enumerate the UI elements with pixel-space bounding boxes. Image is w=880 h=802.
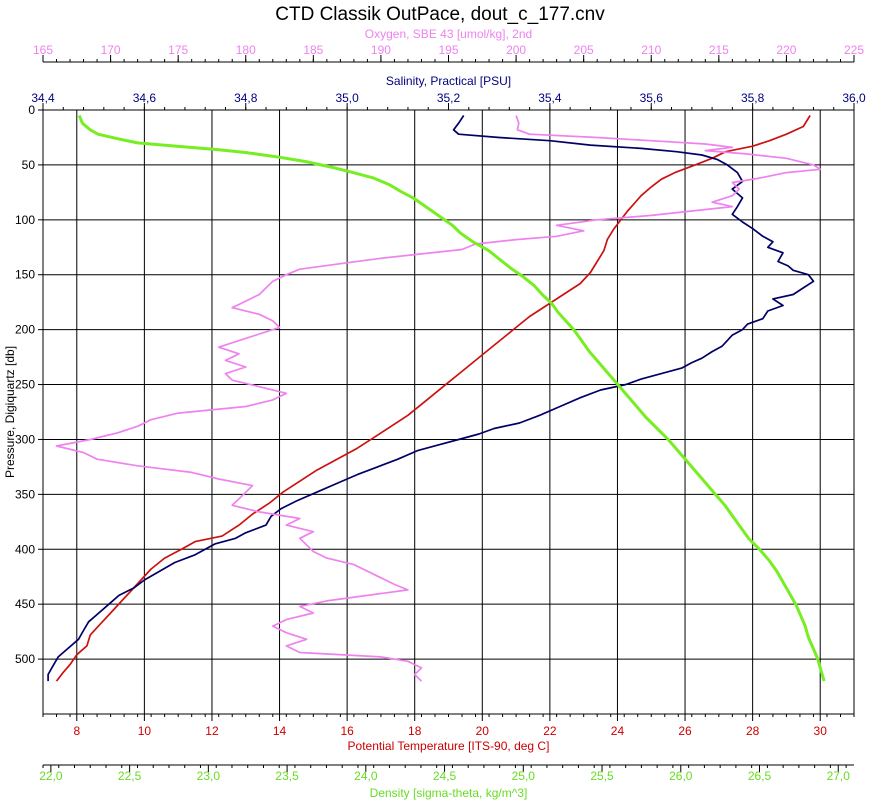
y-tick-label: 150 xyxy=(15,268,35,282)
oxygen-tick-label: 165 xyxy=(33,43,53,57)
oxygen-tick-label: 225 xyxy=(844,43,864,57)
oxygen-tick-label: 170 xyxy=(101,43,121,57)
temperature-axis-title: Potential Temperature [ITS-90, deg C] xyxy=(348,739,550,753)
salinity-tick-label: 34,4 xyxy=(31,91,55,105)
salinity-profile-line xyxy=(47,115,815,682)
temperature-tick-label: 18 xyxy=(408,724,422,738)
y-tick-label: 200 xyxy=(15,323,35,337)
y-tick-label: 250 xyxy=(15,378,35,392)
oxygen-tick-label: 195 xyxy=(438,43,458,57)
y-tick-label: 0 xyxy=(28,103,35,117)
y-tick-label: 350 xyxy=(15,487,35,501)
chart-title: CTD Classik OutPace, dout_c_177.cnv xyxy=(275,4,605,25)
temperature-tick-label: 16 xyxy=(340,724,354,738)
density-tick-label: 26,0 xyxy=(669,769,693,783)
density-tick-label: 27,0 xyxy=(827,769,851,783)
temperature-tick-label: 14 xyxy=(273,724,287,738)
salinity-axis-title: Salinity, Practical [PSU] xyxy=(386,74,511,88)
density-profile-line xyxy=(77,114,826,682)
salinity-tick-label: 35,4 xyxy=(538,91,562,105)
oxygen-tick-label: 190 xyxy=(371,43,391,57)
salinity-tick-label: 35,2 xyxy=(437,91,461,105)
oxygen-axis-title: Oxygen, SBE 43 [umol/kg], 2nd xyxy=(365,27,532,41)
temperature-tick-label: 12 xyxy=(205,724,219,738)
oxygen-tick-label: 185 xyxy=(303,43,323,57)
temperature-profile-line xyxy=(55,115,811,682)
oxygen-tick-label: 180 xyxy=(236,43,256,57)
oxygen-tick-label: 215 xyxy=(709,43,729,57)
grid xyxy=(43,109,854,714)
salinity-tick-label: 35,8 xyxy=(741,91,765,105)
density-axis-title: Density [sigma-theta, kg/m^3] xyxy=(370,786,528,800)
oxygen-profile-line xyxy=(55,115,822,682)
salinity-tick-label: 34,6 xyxy=(133,91,157,105)
y-tick-label: 500 xyxy=(15,652,35,666)
density-tick-label: 24,0 xyxy=(354,769,378,783)
density-tick-label: 24,5 xyxy=(433,769,457,783)
y-axis-title: Pressure, Digiquartz [db] xyxy=(3,346,17,478)
density-tick-label: 22,0 xyxy=(39,769,63,783)
temperature-tick-label: 22 xyxy=(543,724,557,738)
oxygen-tick-label: 200 xyxy=(506,43,526,57)
temperature-tick-label: 28 xyxy=(746,724,760,738)
series xyxy=(47,114,826,682)
density-tick-label: 22,5 xyxy=(118,769,142,783)
temperature-tick-label: 24 xyxy=(611,724,625,738)
salinity-tick-label: 36,0 xyxy=(842,91,866,105)
density-tick-label: 25,5 xyxy=(590,769,614,783)
temperature-tick-label: 20 xyxy=(476,724,490,738)
density-tick-label: 23,0 xyxy=(197,769,221,783)
density-tick-label: 23,5 xyxy=(275,769,299,783)
oxygen-tick-label: 205 xyxy=(574,43,594,57)
oxygen-tick-label: 210 xyxy=(641,43,661,57)
oxygen-tick-label: 220 xyxy=(776,43,796,57)
salinity-tick-label: 35,0 xyxy=(335,91,359,105)
y-tick-label: 50 xyxy=(22,158,36,172)
density-tick-label: 25,0 xyxy=(512,769,536,783)
y-tick-label: 100 xyxy=(15,213,35,227)
temperature-tick-label: 8 xyxy=(73,724,80,738)
temperature-tick-label: 30 xyxy=(814,724,828,738)
salinity-tick-label: 34,8 xyxy=(234,91,258,105)
oxygen-tick-label: 175 xyxy=(168,43,188,57)
axes: 0 50 100 150 200 250 300 350 400 450 500 Pressure, … xyxy=(3,27,866,800)
density-tick-label: 26,5 xyxy=(748,769,772,783)
plot-frame xyxy=(42,109,855,715)
salinity-tick-label: 35,6 xyxy=(640,91,664,105)
y-tick-label: 300 xyxy=(15,432,35,446)
y-tick-label: 400 xyxy=(15,542,35,556)
temperature-tick-label: 10 xyxy=(138,724,152,738)
y-tick-label: 450 xyxy=(15,597,35,611)
temperature-tick-label: 26 xyxy=(678,724,692,738)
